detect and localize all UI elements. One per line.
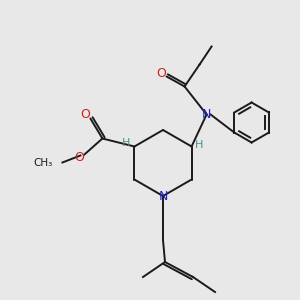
- Text: H: H: [122, 139, 130, 148]
- Text: H: H: [194, 140, 203, 149]
- Text: N: N: [158, 190, 168, 202]
- Text: O: O: [80, 108, 90, 121]
- Text: O: O: [157, 67, 166, 80]
- Text: CH₃: CH₃: [33, 158, 52, 169]
- Text: O: O: [74, 151, 84, 164]
- Text: N: N: [202, 108, 211, 121]
